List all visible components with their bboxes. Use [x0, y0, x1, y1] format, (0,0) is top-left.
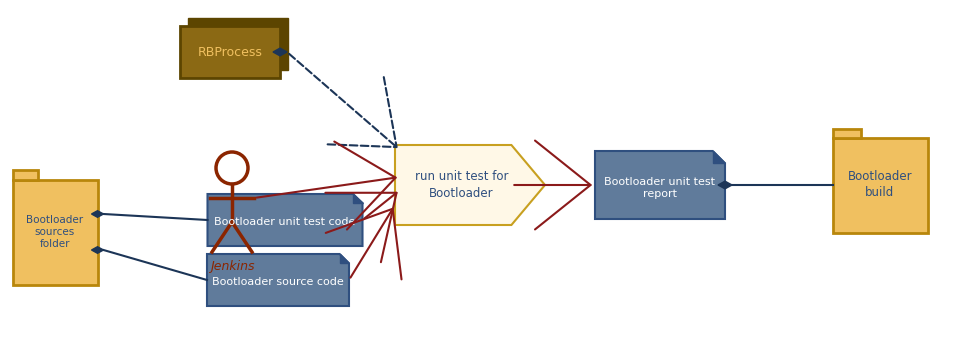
Polygon shape — [207, 254, 349, 306]
Polygon shape — [395, 145, 545, 225]
Text: Bootloader
build: Bootloader build — [848, 171, 912, 200]
Polygon shape — [712, 151, 725, 163]
FancyBboxPatch shape — [832, 129, 861, 138]
Polygon shape — [91, 211, 104, 217]
FancyBboxPatch shape — [180, 26, 280, 78]
FancyBboxPatch shape — [832, 138, 927, 232]
Polygon shape — [353, 194, 363, 203]
Text: RBProcess: RBProcess — [198, 45, 262, 59]
Polygon shape — [207, 194, 363, 246]
FancyBboxPatch shape — [188, 18, 288, 70]
Text: Bootloader unit test
report: Bootloader unit test report — [605, 177, 715, 199]
Text: Bootloader
sources
folder: Bootloader sources folder — [27, 215, 84, 250]
FancyBboxPatch shape — [12, 179, 98, 284]
Polygon shape — [340, 254, 349, 263]
Text: Jenkins: Jenkins — [209, 260, 254, 273]
Text: run unit test for
Bootloader: run unit test for Bootloader — [415, 170, 509, 200]
FancyBboxPatch shape — [12, 170, 38, 179]
Text: Bootloader source code: Bootloader source code — [212, 277, 344, 287]
Polygon shape — [91, 247, 104, 253]
Polygon shape — [273, 48, 287, 56]
Text: Bootloader unit test code: Bootloader unit test code — [214, 217, 356, 227]
Polygon shape — [718, 181, 732, 189]
Polygon shape — [595, 151, 725, 219]
